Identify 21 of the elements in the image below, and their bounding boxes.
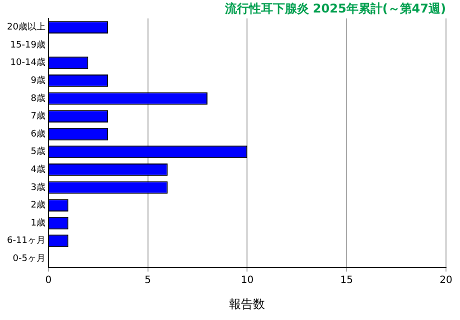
- y-tick-label: 6歳: [30, 128, 46, 140]
- y-tick-label: 2歳: [30, 200, 46, 211]
- y-tick-label: 3歳: [30, 182, 46, 193]
- y-tick-label: 15-19歳: [10, 39, 46, 50]
- chart-title: 流行性耳下腺炎 2025年累計(～第47週): [224, 1, 446, 16]
- x-tick-label: 5: [144, 275, 152, 286]
- y-tick-label: 7歳: [30, 110, 46, 122]
- x-axis-title: 報告数: [229, 296, 266, 311]
- x-tick-label: 0: [45, 275, 52, 286]
- y-tick-label: 4歳: [30, 164, 46, 176]
- y-tick-label: 1歳: [30, 217, 46, 228]
- x-tick-label: 20: [440, 275, 452, 286]
- y-tick-label: 8歳: [30, 92, 46, 104]
- x-tick-label: 10: [240, 275, 254, 286]
- x-tick-label: 15: [340, 275, 353, 286]
- y-tick-label: 10-14歳: [10, 57, 46, 68]
- y-tick-label: 5歳: [30, 146, 46, 158]
- y-tick-label: 0-5ヶ月: [12, 254, 46, 264]
- y-tick-label: 9歳: [30, 75, 46, 86]
- y-tick-label: 6-11ヶ月: [7, 236, 46, 246]
- y-tick-label: 20歳以上: [7, 22, 46, 33]
